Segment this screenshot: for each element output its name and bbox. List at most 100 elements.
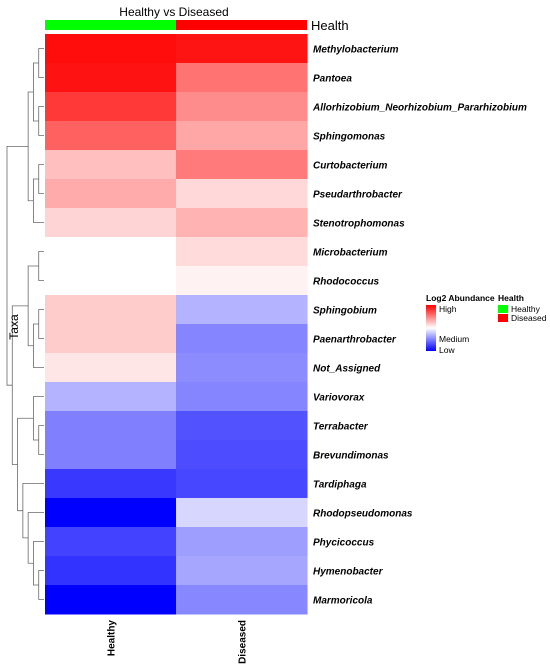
heatmap-cell (176, 237, 308, 267)
heatmap-cell (176, 63, 308, 93)
heatmap-cell (176, 295, 308, 325)
row-labels: Methylobacterium Pantoea Allorhizobium_Neo… (312, 45, 527, 607)
row-label: Terrabacter (313, 422, 369, 433)
heatmap-cell (45, 585, 177, 615)
row-label: Brevundimonas (313, 451, 389, 462)
heatmap-cell (45, 179, 177, 209)
row-label: Hymenobacter (313, 567, 384, 578)
row-label: Pantoea (313, 74, 352, 85)
heatmap-cell (45, 295, 177, 325)
health-legend: Health Healthy Diseased (498, 293, 547, 323)
dendrogram-branch (27, 512, 44, 564)
heatmap-cell (176, 556, 308, 586)
legend-label-diseased: Diseased (511, 313, 547, 323)
row-label: Variovorax (313, 393, 365, 404)
heatmap-cell (45, 92, 177, 122)
health-annotation-bar (45, 20, 307, 30)
dendrogram-branch (38, 164, 44, 194)
dendrogram-branch (22, 483, 44, 539)
heatmap-cell (176, 353, 308, 383)
annotation-cell-diseased (176, 20, 307, 30)
dendrogram-branch (38, 425, 44, 455)
heatmap-cell (176, 121, 308, 151)
heatmap-cell (176, 34, 308, 64)
heatmap-cell (45, 498, 177, 528)
heatmap-cell (176, 382, 308, 412)
row-label: Sphingobium (313, 306, 377, 317)
health-legend-title: Health (498, 293, 524, 303)
dendrogram-branch (38, 570, 44, 600)
dendrogram-branch (33, 323, 44, 368)
row-label: Sphingomonas (313, 132, 386, 143)
color-scale-legend: Log2 Abundance High Medium Low (426, 293, 495, 355)
heatmap-cell (45, 150, 177, 180)
heatmap-cell (176, 440, 308, 470)
dendrogram-branch (27, 265, 39, 347)
column-label: Diseased (238, 620, 249, 664)
health-annotation-label: Health (311, 18, 349, 33)
dendrogram-branch (33, 62, 39, 122)
dendrogram-branch (38, 48, 44, 78)
row-label: Phycicoccus (313, 538, 375, 549)
dendrogram-branch (33, 178, 44, 223)
row-label: Microbacterium (313, 248, 388, 259)
heatmap-cell (45, 469, 177, 499)
row-label: Allorhizobium_Neorhizobium_Pararhizobium (312, 103, 527, 114)
chart-title: Healthy vs Diseased (119, 5, 228, 19)
column-labels: Healthy Diseased (107, 620, 249, 664)
dendrogram-branch (27, 91, 34, 202)
heatmap-cell (45, 324, 177, 354)
heatmap-cell (176, 150, 308, 180)
row-label: Tardiphaga (313, 480, 367, 491)
row-dendrogram (6, 48, 44, 600)
heatmap-cell (176, 324, 308, 354)
heatmap-cell (176, 498, 308, 528)
heatmap-cell (176, 469, 308, 499)
heatmap-cell (45, 208, 177, 238)
heatmap-cell (45, 121, 177, 151)
row-label: Rhodopseudomonas (313, 509, 413, 520)
heatmap-cell (45, 34, 177, 64)
heatmap-cell (176, 266, 308, 296)
heatmap-cell (45, 382, 177, 412)
heatmap-cell (176, 179, 308, 209)
row-label: Not_Assigned (313, 364, 381, 375)
heatmap-cell (45, 237, 177, 267)
row-label: Paenarthrobacter (313, 335, 397, 346)
row-label: Methylobacterium (313, 45, 399, 56)
dendrogram-branch (38, 309, 44, 339)
dendrogram-branch (6, 145, 29, 386)
color-scale-bar (426, 305, 436, 351)
dendrogram-branch (33, 541, 44, 586)
row-label: Marmoricola (313, 596, 373, 607)
dendrogram-branch (17, 417, 34, 512)
heatmap-cell (176, 208, 308, 238)
heatmap-cell (176, 92, 308, 122)
color-scale-low-label: Low (439, 345, 455, 355)
y-axis-label: Taxa (7, 314, 21, 340)
color-scale-title: Log2 Abundance (426, 293, 495, 303)
heatmap-cell (176, 527, 308, 557)
color-scale-medium-label: Medium (439, 334, 469, 344)
heatmap-cell (45, 411, 177, 441)
dendrogram-branch (38, 106, 44, 136)
heatmap-cell (45, 527, 177, 557)
row-label: Stenotrophomonas (313, 219, 405, 230)
legend-swatch-healthy (498, 305, 508, 313)
color-scale-high-label: High (439, 304, 457, 314)
heatmap-cell (45, 63, 177, 93)
heatmap-cell (45, 556, 177, 586)
heatmap-cell (45, 353, 177, 383)
legend-label-healthy: Healthy (511, 304, 541, 314)
row-label: Rhodococcus (313, 277, 380, 288)
heatmap-cells (45, 34, 308, 615)
dendrogram-branch (33, 396, 44, 441)
heatmap-cell (45, 440, 177, 470)
column-label: Healthy (107, 620, 118, 657)
heatmap-cell (176, 585, 308, 615)
annotation-cell-healthy (45, 20, 176, 30)
row-label: Pseudarthrobacter (313, 190, 403, 201)
row-label: Curtobacterium (313, 161, 388, 172)
heatmap-cell (176, 411, 308, 441)
